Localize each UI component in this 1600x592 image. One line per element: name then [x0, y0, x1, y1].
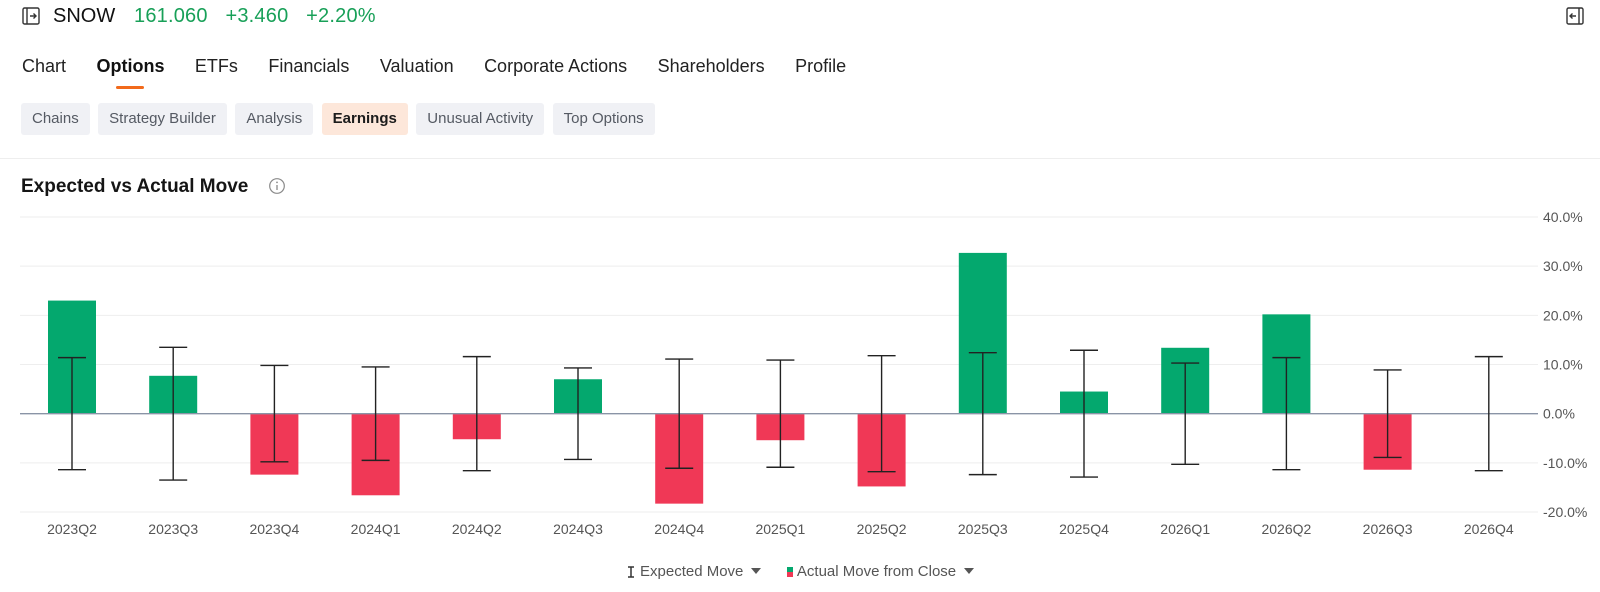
tab-profile[interactable]: Profile — [795, 56, 847, 76]
x-tick-label: 2025Q3 — [958, 521, 1008, 537]
price-change: +3.460 — [225, 5, 289, 27]
x-tick-label: 2025Q2 — [857, 521, 907, 537]
subtab-strategy-builder[interactable]: Strategy Builder — [98, 103, 227, 135]
y-tick-label: 20.0% — [1543, 307, 1583, 323]
chart-legend: Expected Move Actual Move from Close — [0, 563, 1600, 580]
y-tick-label: 10.0% — [1543, 357, 1583, 373]
tab-corporate-actions[interactable]: Corporate Actions — [484, 56, 628, 76]
x-tick-label: 2023Q3 — [148, 521, 198, 537]
tab-financials[interactable]: Financials — [268, 56, 350, 76]
chevron-down-icon — [964, 568, 975, 574]
subtab-analysis[interactable]: Analysis — [235, 103, 314, 135]
tab-etfs[interactable]: ETFs — [194, 56, 238, 76]
y-tick-label: 40.0% — [1543, 209, 1583, 225]
price-change-percent: +2.20% — [306, 5, 376, 27]
legend-actual-label: Actual Move from Close — [796, 563, 957, 580]
x-tick-label: 2024Q1 — [351, 521, 401, 537]
subtab-unusual-activity[interactable]: Unusual Activity — [416, 103, 545, 135]
quote-header: SNOW 161.060 +3.460 +2.20% — [0, 0, 1600, 34]
legend-expected-move[interactable]: Expected Move — [626, 563, 762, 580]
tab-valuation[interactable]: Valuation — [379, 56, 454, 76]
y-tick-label: -20.0% — [1543, 504, 1587, 520]
tab-chart[interactable]: Chart — [22, 56, 67, 76]
x-tick-label: 2026Q1 — [1160, 521, 1210, 537]
x-tick-label: 2024Q2 — [452, 521, 502, 537]
x-tick-label: 2026Q4 — [1464, 521, 1514, 537]
legend-actual-move[interactable]: Actual Move from Close — [786, 563, 975, 580]
options-subtabs: Chains Strategy Builder Analysis Earning… — [21, 103, 659, 135]
tab-shareholders[interactable]: Shareholders — [657, 56, 765, 76]
panel-expand-icon[interactable] — [22, 7, 40, 25]
x-tick-label: 2024Q3 — [553, 521, 603, 537]
chart-title: Expected vs Actual Move — [21, 176, 249, 197]
subtab-chains[interactable]: Chains — [21, 103, 90, 135]
chevron-down-icon — [751, 568, 762, 574]
price-block: 161.060 +3.460 +2.20% — [134, 5, 388, 28]
whisker-icon — [627, 566, 634, 578]
x-tick-label: 2024Q4 — [654, 521, 704, 537]
section-divider — [0, 158, 1600, 159]
bar-swatch-icon — [786, 567, 793, 577]
y-tick-label: 30.0% — [1543, 258, 1583, 274]
y-tick-label: 0.0% — [1543, 406, 1575, 422]
y-tick-label: -10.0% — [1543, 455, 1587, 471]
x-tick-label: 2026Q3 — [1363, 521, 1413, 537]
subtab-earnings[interactable]: Earnings — [321, 103, 408, 135]
expected-vs-actual-chart: 40.0% 30.0% 20.0% 10.0% 0.0% -10.0% -20.0% 2023… — [20, 209, 1587, 537]
legend-expected-label: Expected Move — [640, 563, 744, 580]
x-tick-label: 2023Q2 — [47, 521, 97, 537]
x-tick-label: 2025Q1 — [755, 521, 805, 537]
info-icon[interactable] — [268, 177, 286, 195]
subtab-top-options[interactable]: Top Options — [552, 103, 655, 135]
x-tick-label: 2026Q2 — [1261, 521, 1311, 537]
x-tick-label: 2023Q4 — [249, 521, 299, 537]
ticker-symbol: SNOW — [53, 5, 116, 27]
x-tick-label: 2025Q4 — [1059, 521, 1109, 537]
main-tabs: Chart Options ETFs Financials Valuation … — [22, 56, 872, 89]
tab-options[interactable]: Options — [96, 56, 165, 89]
last-price: 161.060 — [134, 5, 208, 27]
panel-collapse-icon[interactable] — [1566, 7, 1584, 25]
